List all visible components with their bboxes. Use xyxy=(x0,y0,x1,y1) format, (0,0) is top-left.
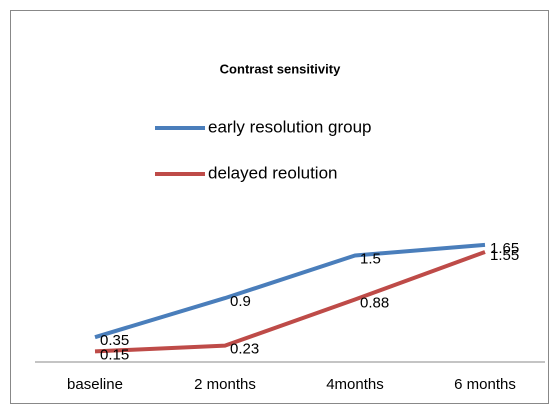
chart-title: Contrast sensitivity xyxy=(220,61,341,76)
series-line xyxy=(94,250,486,354)
x-tick-label: 4months xyxy=(326,376,384,393)
x-tick-label: 6 months xyxy=(454,376,516,393)
data-label: 1.55 xyxy=(490,247,519,264)
data-label: 0.9 xyxy=(230,293,251,310)
legend-label: early resolution group xyxy=(208,117,371,136)
data-label: 0.23 xyxy=(230,341,259,358)
data-label: 0.15 xyxy=(100,346,129,363)
legend-label: delayed reolution xyxy=(208,163,337,182)
data-label: 1.5 xyxy=(360,250,381,267)
series-line xyxy=(94,242,486,340)
data-label: 0.88 xyxy=(360,294,389,311)
x-tick-label: 2 months xyxy=(194,376,256,393)
data-label: 1.65 xyxy=(490,240,519,257)
x-tick-label: baseline xyxy=(67,376,123,393)
data-label: 0.35 xyxy=(100,332,129,349)
chart-border xyxy=(10,10,549,404)
